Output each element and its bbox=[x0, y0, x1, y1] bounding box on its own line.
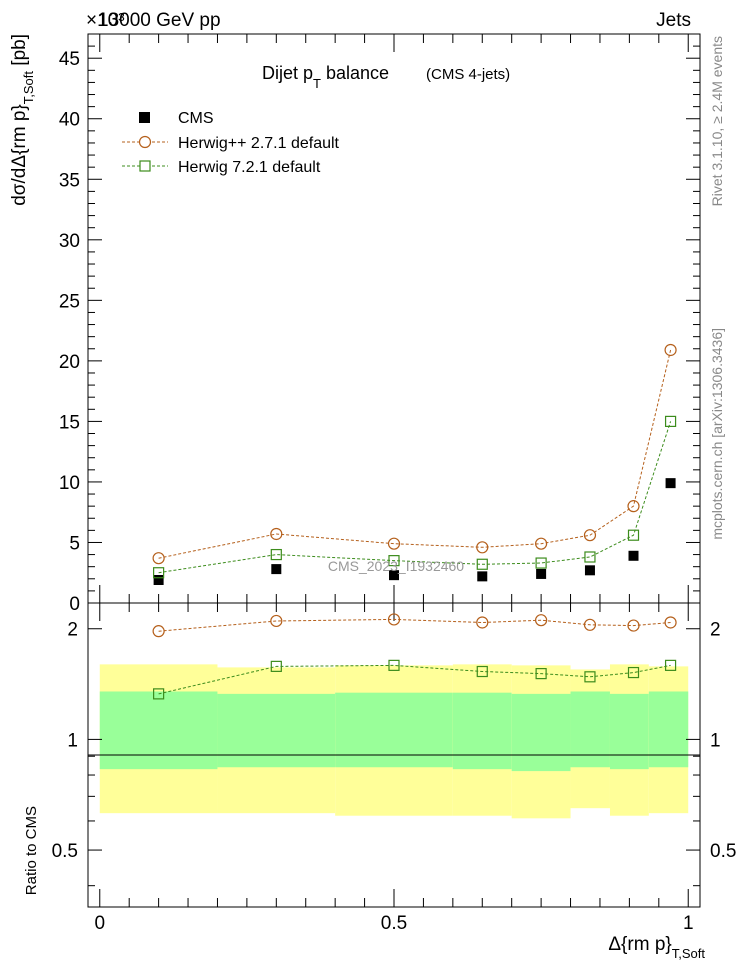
main-y-axis-label: dσ/dΔ{rm p}T,Soft [pb] bbox=[9, 34, 36, 206]
plot-title-note: (CMS 4-jets) bbox=[426, 66, 510, 83]
ratio-herwig7-point bbox=[584, 671, 596, 683]
main-herwigpp-point bbox=[583, 529, 597, 542]
main-herwig7-point bbox=[535, 557, 547, 569]
main-panel: 0 5 10 15 20 25 30 35 40 45 bbox=[59, 33, 701, 615]
ratio-herwig7-point bbox=[270, 660, 282, 672]
legend: CMS Herwig++ 2.7.1 default Herwig 7.2.1 … bbox=[122, 110, 340, 176]
ratio-stat-uncertainty-band bbox=[511, 693, 571, 772]
main-herwigpp-point bbox=[387, 537, 401, 550]
ratio-herwigpp-point bbox=[152, 625, 165, 638]
ratio-y-tick-label-right: 2 bbox=[710, 620, 721, 641]
ratio-y-tick-label-right: 0.5 bbox=[710, 841, 736, 862]
x-tick-label: 1 bbox=[683, 913, 694, 934]
energy-label: 13000 GeV pp bbox=[98, 10, 221, 31]
main-y-tick-label: 5 bbox=[69, 533, 80, 554]
ratio-herwigpp-point bbox=[535, 614, 548, 627]
main-herwigpp-point bbox=[664, 343, 677, 357]
x-tick-label: 0 bbox=[94, 913, 105, 934]
main-herwig7-point bbox=[388, 555, 400, 567]
main-herwig7-point bbox=[664, 415, 677, 428]
ratio-stat-uncertainty-band bbox=[648, 691, 689, 768]
main-herwig7-point bbox=[584, 551, 596, 563]
category-label: Jets bbox=[656, 10, 691, 31]
main-y-tick-label: 30 bbox=[59, 231, 80, 252]
main-y-tick-label: 20 bbox=[59, 352, 80, 373]
ratio-stat-uncertainty-band bbox=[452, 692, 512, 770]
ratio-y-tick-label: 1 bbox=[67, 730, 78, 751]
legend-marker-cms bbox=[139, 112, 150, 123]
ratio-series-line bbox=[158, 618, 671, 632]
ratio-y-tick-label: 2 bbox=[67, 620, 78, 641]
mcplots-label: mcplots.cern.ch [arXiv:1306.3436] bbox=[709, 328, 725, 540]
main-cms-point bbox=[628, 550, 639, 561]
ratio-herwig7-point bbox=[535, 668, 547, 680]
ratio-stat-uncertainty-band bbox=[609, 693, 649, 770]
main-cms-point bbox=[477, 571, 488, 582]
legend-marker-herwigpp bbox=[138, 135, 152, 149]
main-y-tick-label: 15 bbox=[59, 412, 80, 433]
main-herwig7-point bbox=[153, 567, 165, 579]
x-axis-label: Δ{rm p}T,Soft bbox=[608, 934, 705, 961]
legend-label-cms: CMS bbox=[178, 110, 214, 127]
main-cms-point bbox=[271, 564, 282, 575]
main-y-tick-label: 25 bbox=[59, 291, 80, 312]
main-cms-point bbox=[389, 570, 399, 581]
analysis-watermark: CMS_2023_I1932460 bbox=[328, 558, 464, 574]
plot-title: Dijet pT balance bbox=[262, 63, 389, 91]
ratio-stat-uncertainty-band bbox=[570, 691, 610, 768]
main-cms-point bbox=[665, 478, 676, 489]
main-herwig7-point bbox=[627, 529, 640, 541]
legend-marker-herwig7 bbox=[139, 160, 151, 172]
main-herwigpp-point bbox=[270, 527, 283, 541]
main-herwigpp-point bbox=[152, 552, 165, 565]
ratio-herwigpp-point bbox=[664, 616, 677, 629]
main-herwigpp-point bbox=[627, 500, 640, 513]
main-y-tick-label: 45 bbox=[59, 49, 80, 70]
x-tick-label: 0.5 bbox=[381, 913, 407, 934]
main-cms-point bbox=[153, 574, 164, 585]
main-cms-point bbox=[584, 565, 595, 576]
main-series-line bbox=[158, 421, 672, 574]
main-y-tick-label: 10 bbox=[59, 473, 80, 494]
main-herwigpp-point bbox=[535, 537, 548, 550]
legend-label-herwig7: Herwig 7.2.1 default bbox=[178, 159, 321, 176]
ratio-herwigpp-point bbox=[270, 614, 283, 628]
ratio-stat-uncertainty-band bbox=[99, 691, 218, 770]
ratio-panel: 0.5 0.5 1 1 2 2 0 0.5 1 bbox=[52, 602, 736, 934]
ratio-herwig7-point bbox=[388, 659, 400, 671]
main-herwig7-point bbox=[270, 548, 282, 561]
ratio-y-tick-label: 0.5 bbox=[52, 841, 78, 862]
main-y-tick-label: 0 bbox=[69, 594, 80, 615]
main-herwigpp-point bbox=[476, 541, 489, 554]
main-cms-point bbox=[536, 568, 547, 579]
ratio-herwigpp-point bbox=[476, 616, 489, 629]
main-y-tick-label: 40 bbox=[59, 110, 80, 131]
legend-label-herwigpp: Herwig++ 2.7.1 default bbox=[178, 135, 340, 152]
ratio-herwigpp-point bbox=[387, 613, 401, 626]
ratio-herwig7-point bbox=[476, 665, 488, 678]
ratio-herwig7-point bbox=[664, 659, 677, 671]
multiplier-label: ×10³ bbox=[86, 10, 125, 31]
ratio-herwigpp-point bbox=[583, 618, 597, 631]
main-herwig7-point bbox=[476, 558, 488, 570]
main-series-line bbox=[158, 349, 672, 559]
ratio-herwig7-point bbox=[153, 688, 165, 700]
ratio-y-axis-label: Ratio to CMS bbox=[23, 806, 40, 895]
main-y-tick-label: 35 bbox=[59, 170, 80, 191]
ratio-y-tick-label-right: 1 bbox=[710, 730, 721, 751]
ratio-stat-uncertainty-band bbox=[217, 693, 336, 768]
ratio-series-line bbox=[158, 664, 671, 695]
ratio-herwig7-point bbox=[627, 666, 640, 679]
rivet-label: Rivet 3.1.10, ≥ 2.4M events bbox=[709, 36, 725, 206]
ratio-herwigpp-point bbox=[627, 619, 640, 632]
ratio-stat-uncertainty-band bbox=[335, 692, 453, 768]
